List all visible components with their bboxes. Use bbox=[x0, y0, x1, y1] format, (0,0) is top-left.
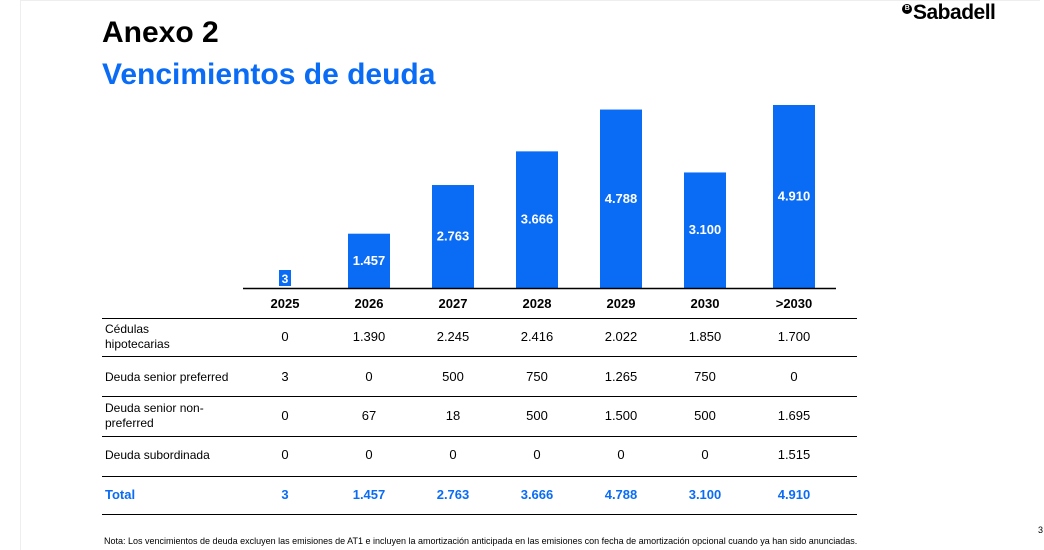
table-cell: 1.700 bbox=[777, 329, 811, 344]
bar-value-label: 1.457 bbox=[353, 253, 386, 268]
row-divider bbox=[102, 476, 857, 477]
x-tick-label: 2030 bbox=[691, 296, 720, 311]
table-cell: 0 bbox=[533, 447, 541, 462]
row-label: Deuda subordinada bbox=[105, 448, 210, 463]
sabadell-logo: B Sabadell bbox=[902, 1, 996, 25]
table-cell: 750 bbox=[526, 369, 548, 384]
row-divider bbox=[102, 356, 857, 357]
page-number: 3 bbox=[1038, 525, 1044, 535]
x-tick-label: 2027 bbox=[439, 296, 468, 311]
table-cell: 2.245 bbox=[436, 329, 470, 344]
table-cell: 0 bbox=[281, 408, 289, 423]
row-label-line: hipotecarias bbox=[105, 337, 170, 351]
x-tick-label: 2026 bbox=[355, 296, 384, 311]
row-divider bbox=[102, 396, 857, 397]
bar-value-label: 3.100 bbox=[689, 222, 722, 237]
table-cell: 0 bbox=[449, 447, 457, 462]
table-cell: 500 bbox=[526, 408, 548, 423]
row-label-line: Deuda senior non- bbox=[105, 401, 204, 415]
table-cell: 18 bbox=[445, 408, 461, 423]
row-label-line: Cédulas bbox=[105, 322, 150, 336]
x-tick-label: 2028 bbox=[523, 296, 552, 311]
bar bbox=[348, 233, 390, 288]
total-cell: 3.100 bbox=[688, 487, 722, 502]
x-tick-label: >2030 bbox=[776, 296, 813, 311]
total-cell: 2.763 bbox=[436, 487, 470, 502]
table-cell: 1.500 bbox=[604, 408, 638, 423]
table-cell: 0 bbox=[617, 447, 625, 462]
table-cell: 1.850 bbox=[688, 329, 722, 344]
bar bbox=[684, 172, 726, 288]
footnote: Nota: Los vencimientos de deuda excluyen… bbox=[104, 536, 858, 546]
bar bbox=[516, 151, 558, 288]
row-label: Deuda senior non-preferred bbox=[105, 401, 204, 431]
table-cell: 0 bbox=[701, 447, 709, 462]
table-cell: 0 bbox=[365, 369, 373, 384]
table-cell: 3 bbox=[281, 369, 289, 384]
debt-maturity-bar-chart: 3 2025 1.457 2026 2.763 2027 3.666 2028 4.788 202… bbox=[102, 105, 857, 319]
bar bbox=[773, 105, 815, 288]
total-cell: 4.910 bbox=[777, 487, 811, 502]
table-cell: 0 bbox=[281, 447, 289, 462]
row-divider bbox=[102, 436, 857, 437]
bar-value-label: 3.666 bbox=[521, 212, 554, 227]
bar bbox=[279, 270, 291, 286]
row-label-line: Deuda subordinada bbox=[105, 447, 210, 462]
page-title: Anexo 2 bbox=[102, 16, 219, 49]
total-cell: 3.666 bbox=[520, 487, 554, 502]
table-cell: 750 bbox=[694, 369, 716, 384]
table-cell: 500 bbox=[442, 369, 464, 384]
table-cell: 0 bbox=[790, 369, 798, 384]
bar-value-label: 4.910 bbox=[778, 189, 811, 204]
total-cell: 1.457 bbox=[352, 487, 386, 502]
x-tick-label: 2029 bbox=[607, 296, 636, 311]
table-cell: 2.416 bbox=[520, 329, 554, 344]
table-cell: 2.022 bbox=[604, 329, 638, 344]
bar-value-label: 3 bbox=[282, 272, 289, 286]
logo-mark-icon: B bbox=[902, 4, 912, 14]
row-divider bbox=[102, 514, 857, 515]
bar-value-label: 2.763 bbox=[437, 229, 470, 244]
page-subtitle: Vencimientos de deuda bbox=[102, 58, 436, 91]
table-cell: 0 bbox=[365, 447, 373, 462]
table-cell: 0 bbox=[281, 329, 289, 344]
total-label: Total bbox=[105, 487, 136, 502]
total-cell: 3 bbox=[281, 487, 289, 502]
total-cell: 4.788 bbox=[604, 487, 638, 502]
x-tick-label: 2025 bbox=[271, 296, 300, 311]
bar-value-label: 4.788 bbox=[605, 191, 638, 206]
table-cell: 1.515 bbox=[777, 447, 811, 462]
row-label-line: preferred bbox=[105, 416, 154, 430]
row-label-line: Deuda senior preferred bbox=[105, 369, 229, 384]
row-label: Cédulas hipotecarias bbox=[105, 322, 170, 352]
row-label: Deuda senior preferred bbox=[105, 370, 228, 385]
table-cell: 67 bbox=[361, 408, 377, 423]
bar bbox=[432, 185, 474, 288]
table-cell: 500 bbox=[694, 408, 716, 423]
table-cell: 1.390 bbox=[352, 329, 386, 344]
slide-frame bbox=[20, 0, 1040, 550]
table-cell: 1.695 bbox=[777, 408, 811, 423]
table-cell: 1.265 bbox=[604, 369, 638, 384]
bar bbox=[600, 109, 642, 288]
